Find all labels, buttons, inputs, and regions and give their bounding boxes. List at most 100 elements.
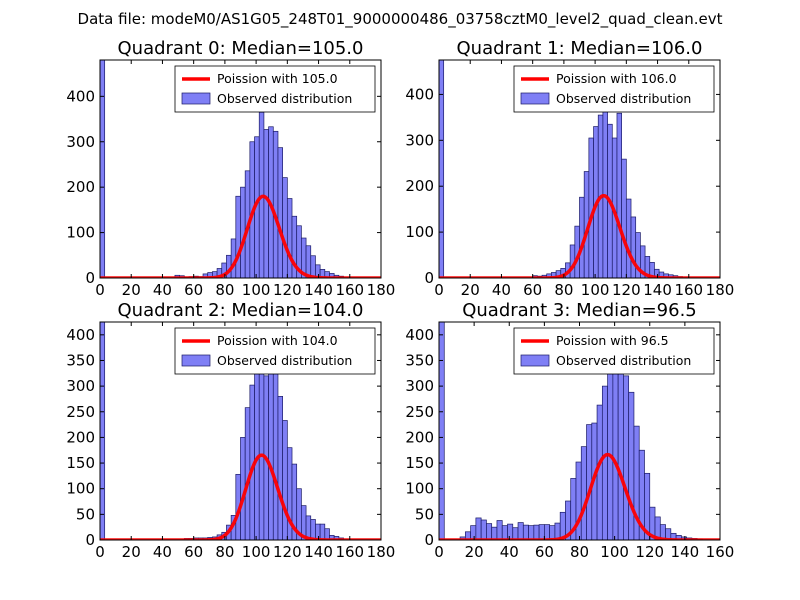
y-tick-label: 300: [66, 133, 95, 151]
histogram-bar: [235, 195, 241, 278]
x-tick-label: 140: [304, 543, 333, 561]
histogram-bar: [617, 361, 624, 540]
y-tick-label: 200: [405, 177, 434, 195]
axes-frame: [438, 59, 721, 279]
y-tick-label: 300: [405, 377, 434, 395]
y-tick-label: 100: [405, 223, 434, 241]
x-tick-label: 0: [434, 281, 444, 299]
histogram-bar: [575, 461, 582, 540]
x-tick-label: 60: [184, 281, 203, 299]
y-tick-label: 400: [66, 87, 95, 105]
axes-frame: [99, 59, 382, 279]
x-tick-label: 80: [570, 543, 589, 561]
histogram-bar: [470, 525, 477, 540]
legend-label: Observed distribution: [217, 353, 352, 368]
x-tick-label: 180: [367, 543, 396, 561]
axes-frame: [99, 321, 382, 541]
panel-title: Quadrant 0: Median=105.0: [118, 38, 364, 59]
histogram-bar: [501, 525, 508, 540]
histogram-bar: [100, 322, 106, 540]
y-tick-label: 200: [405, 428, 434, 446]
y-tick-label: 150: [405, 454, 434, 472]
y-tick-label: 200: [66, 428, 95, 446]
x-tick-label: 140: [671, 543, 700, 561]
histogram-bar: [628, 391, 635, 540]
y-tick-label: 100: [405, 480, 434, 498]
quadrant-0-panel: 0 20 40 60 80 100 120 140 160 1800100200300400Qua…: [66, 38, 395, 299]
y-tick-label: 50: [415, 505, 434, 523]
x-tick-label: 20: [122, 543, 141, 561]
x-tick-label: 160: [335, 543, 364, 561]
histogram-bar: [601, 385, 608, 540]
y-tick-label: 350: [405, 351, 434, 369]
quadrant-3-panel: 0 20 40 60 80 100 120 140 160 0 50 100 150 200 250 300 3…: [405, 300, 734, 561]
histogram-bar: [286, 198, 293, 278]
legend-label: Poission with 96.5: [556, 333, 669, 348]
legend: Poission with 104.0 Observed distribution: [174, 327, 376, 375]
x-tick-label: 100: [600, 543, 629, 561]
y-tick-label: 400: [66, 326, 95, 344]
histogram-bar: [538, 524, 545, 540]
y-tick-label: 400: [405, 85, 434, 103]
legend-label: Poission with 104.0: [217, 333, 338, 348]
x-tick-label: 60: [535, 543, 554, 561]
y-tick-label: 350: [66, 351, 95, 369]
x-tick-label: 40: [153, 543, 172, 561]
x-tick-label: 100: [581, 281, 610, 299]
x-tick-label: 80: [215, 543, 234, 561]
histogram-bar: [625, 198, 632, 278]
x-tick-label: 80: [554, 281, 573, 299]
x-tick-label: 140: [304, 281, 333, 299]
x-tick-label: 40: [153, 281, 172, 299]
x-tick-label: 180: [367, 281, 396, 299]
legend-bar-swatch: [181, 354, 211, 367]
x-tick-label: 0: [95, 543, 105, 561]
histogram-bar: [612, 350, 619, 540]
x-tick-label: 80: [215, 281, 234, 299]
x-tick-label: 120: [612, 281, 641, 299]
histogram-bar: [310, 519, 316, 540]
x-tick-label: 40: [492, 281, 511, 299]
quadrant-2-panel: 0 20 40 60 80 100 120 140 160 1800501001502002503…: [66, 300, 395, 561]
histogram-bar: [623, 375, 630, 540]
histogram-bar: [480, 519, 487, 540]
x-tick-label: 20: [122, 281, 141, 299]
x-tick-label: 0: [95, 281, 105, 299]
histogram-bar: [644, 472, 651, 540]
histogram-bar: [496, 520, 503, 540]
histogram-bar: [263, 129, 269, 278]
histogram-bar: [268, 367, 274, 540]
histogram-bar: [616, 112, 623, 278]
histogram-bar: [315, 523, 321, 540]
y-tick-label: 150: [66, 454, 95, 472]
histogram-bar: [544, 524, 550, 540]
legend-bar-swatch: [520, 354, 550, 367]
histogram-bar: [277, 396, 284, 540]
legend-label: Poission with 106.0: [556, 71, 677, 86]
x-tick-label: 20: [465, 543, 484, 561]
histogram-bar: [100, 60, 106, 278]
x-tick-label: 160: [706, 543, 735, 561]
x-tick-label: 100: [242, 281, 271, 299]
x-tick-label: 0: [434, 543, 444, 561]
y-tick-label: 0: [85, 531, 95, 549]
legend: Poission with 106.0 Observed distribution: [513, 65, 715, 113]
y-tick-label: 0: [424, 531, 434, 549]
y-tick-label: 50: [76, 505, 95, 523]
x-tick-label: 180: [706, 281, 735, 299]
legend-label: Observed distribution: [217, 91, 352, 106]
chart-panels: 0 20 40 60 80 100 120 140 160 1800100200300400Qua…: [66, 38, 734, 561]
histogram-bar: [549, 525, 556, 540]
x-tick-label: 20: [461, 281, 480, 299]
histogram-bar: [475, 517, 482, 540]
x-tick-label: 60: [523, 281, 542, 299]
histogram-bar: [607, 362, 614, 540]
y-tick-label: 0: [424, 269, 434, 287]
legend-label: Observed distribution: [556, 353, 691, 368]
y-tick-label: 100: [66, 224, 95, 242]
x-tick-label: 140: [643, 281, 672, 299]
histogram-bar: [580, 446, 587, 540]
x-tick-label: 120: [635, 543, 664, 561]
legend-bar-swatch: [520, 92, 550, 105]
